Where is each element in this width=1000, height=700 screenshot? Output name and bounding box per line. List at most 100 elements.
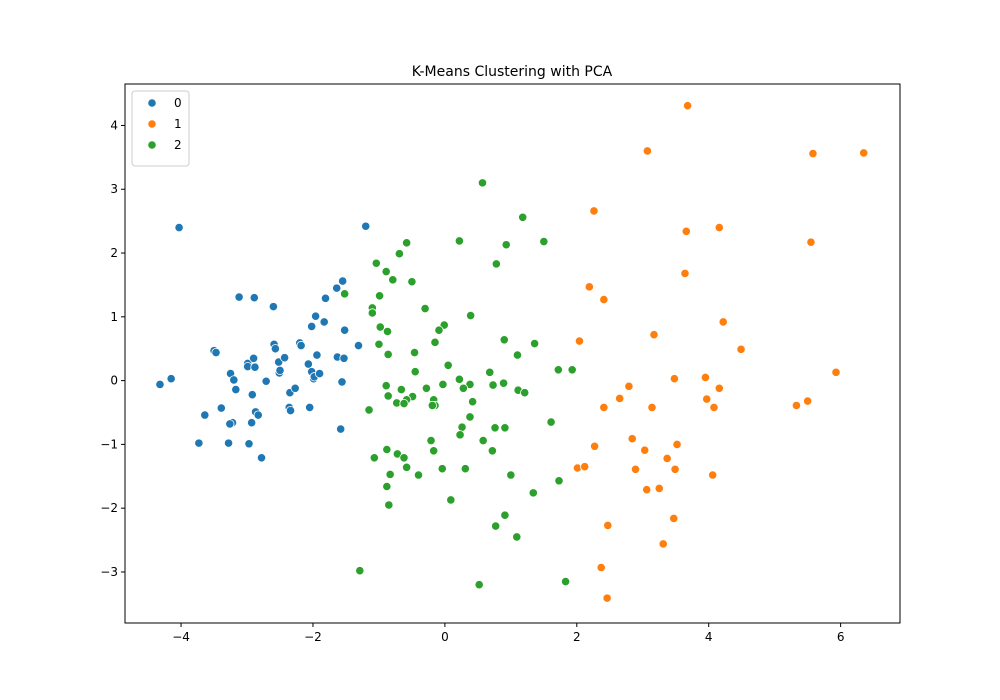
data-point — [670, 464, 680, 474]
data-point — [303, 359, 313, 369]
series-0 — [155, 221, 371, 463]
data-point — [430, 337, 440, 347]
data-point — [553, 365, 563, 375]
data-point — [662, 453, 672, 464]
data-point — [385, 469, 395, 479]
data-point — [249, 353, 259, 363]
data-point — [367, 308, 377, 318]
data-point — [280, 353, 290, 363]
data-point — [669, 513, 679, 523]
data-point — [383, 391, 393, 401]
data-point — [654, 483, 664, 494]
data-point — [296, 340, 306, 351]
data-point — [640, 445, 650, 455]
data-point — [364, 405, 374, 415]
data-point — [808, 148, 818, 159]
data-point — [270, 344, 280, 354]
data-point — [311, 311, 321, 321]
data-point — [615, 393, 625, 404]
data-point — [630, 464, 641, 474]
data-point — [506, 470, 516, 480]
data-point — [806, 237, 816, 247]
data-point — [499, 335, 509, 345]
y-tick-label: −1 — [100, 437, 118, 451]
data-point — [567, 365, 577, 375]
data-point — [460, 464, 470, 474]
data-point — [268, 302, 278, 312]
data-point — [831, 367, 841, 377]
data-point — [501, 240, 511, 250]
data-point — [409, 347, 420, 358]
data-point — [589, 206, 599, 216]
data-point — [420, 303, 430, 314]
data-point — [216, 403, 226, 413]
data-point — [708, 470, 718, 480]
y-tick-label: 4 — [110, 118, 118, 132]
data-point — [627, 434, 637, 444]
legend: 0 1 2 — [131, 90, 190, 167]
data-point — [599, 402, 609, 412]
data-point — [290, 383, 300, 393]
data-point — [491, 259, 501, 269]
data-point — [353, 340, 364, 351]
data-point — [305, 402, 315, 412]
data-point — [803, 396, 813, 406]
legend-label: 1 — [174, 117, 182, 131]
data-point — [443, 360, 453, 370]
data-point — [642, 146, 652, 156]
data-point — [500, 510, 510, 520]
data-point — [332, 283, 342, 293]
data-point — [247, 418, 257, 428]
data-point — [338, 276, 348, 286]
data-point — [399, 398, 409, 409]
data-point — [490, 423, 500, 433]
data-point — [528, 488, 538, 498]
data-point — [229, 375, 239, 385]
data-point — [399, 453, 409, 463]
data-point — [174, 222, 184, 233]
data-point — [602, 593, 612, 603]
data-point — [649, 330, 659, 340]
data-point — [714, 383, 724, 393]
legend-marker — [147, 98, 157, 108]
data-point — [520, 388, 530, 398]
data-point — [681, 226, 691, 236]
data-point — [402, 238, 412, 248]
x-tick-label: 4 — [705, 630, 713, 644]
data-point — [539, 236, 549, 247]
data-point — [355, 566, 365, 576]
data-point — [382, 481, 392, 492]
data-point — [223, 438, 234, 448]
data-point — [700, 372, 711, 383]
data-point — [234, 292, 244, 302]
legend-marker — [147, 119, 157, 129]
legend-label: 2 — [174, 138, 182, 152]
data-point — [529, 339, 540, 349]
data-point — [337, 377, 347, 387]
data-point — [429, 446, 439, 456]
y-tick-label: 2 — [110, 246, 118, 260]
data-point — [383, 349, 393, 360]
data-point — [211, 347, 221, 358]
data-point — [413, 470, 424, 480]
data-point — [410, 367, 420, 377]
y-tick-label: −3 — [100, 565, 118, 579]
data-point — [457, 422, 467, 432]
data-point — [388, 275, 398, 285]
data-point — [340, 325, 350, 335]
data-point — [361, 221, 371, 231]
data-point — [427, 400, 437, 411]
data-point — [319, 317, 329, 327]
data-point — [560, 576, 571, 587]
data-point — [599, 294, 609, 305]
data-point — [455, 430, 465, 440]
x-axis: −4 −2 0 2 4 6 — [172, 623, 844, 644]
data-point — [275, 365, 285, 375]
data-point — [584, 282, 594, 292]
data-point — [736, 344, 746, 354]
data-point — [402, 462, 412, 472]
data-point — [312, 350, 322, 360]
data-point — [454, 374, 464, 384]
legend-box — [131, 90, 190, 167]
y-axis: −3 −2 −1 0 1 2 3 4 — [100, 118, 125, 579]
